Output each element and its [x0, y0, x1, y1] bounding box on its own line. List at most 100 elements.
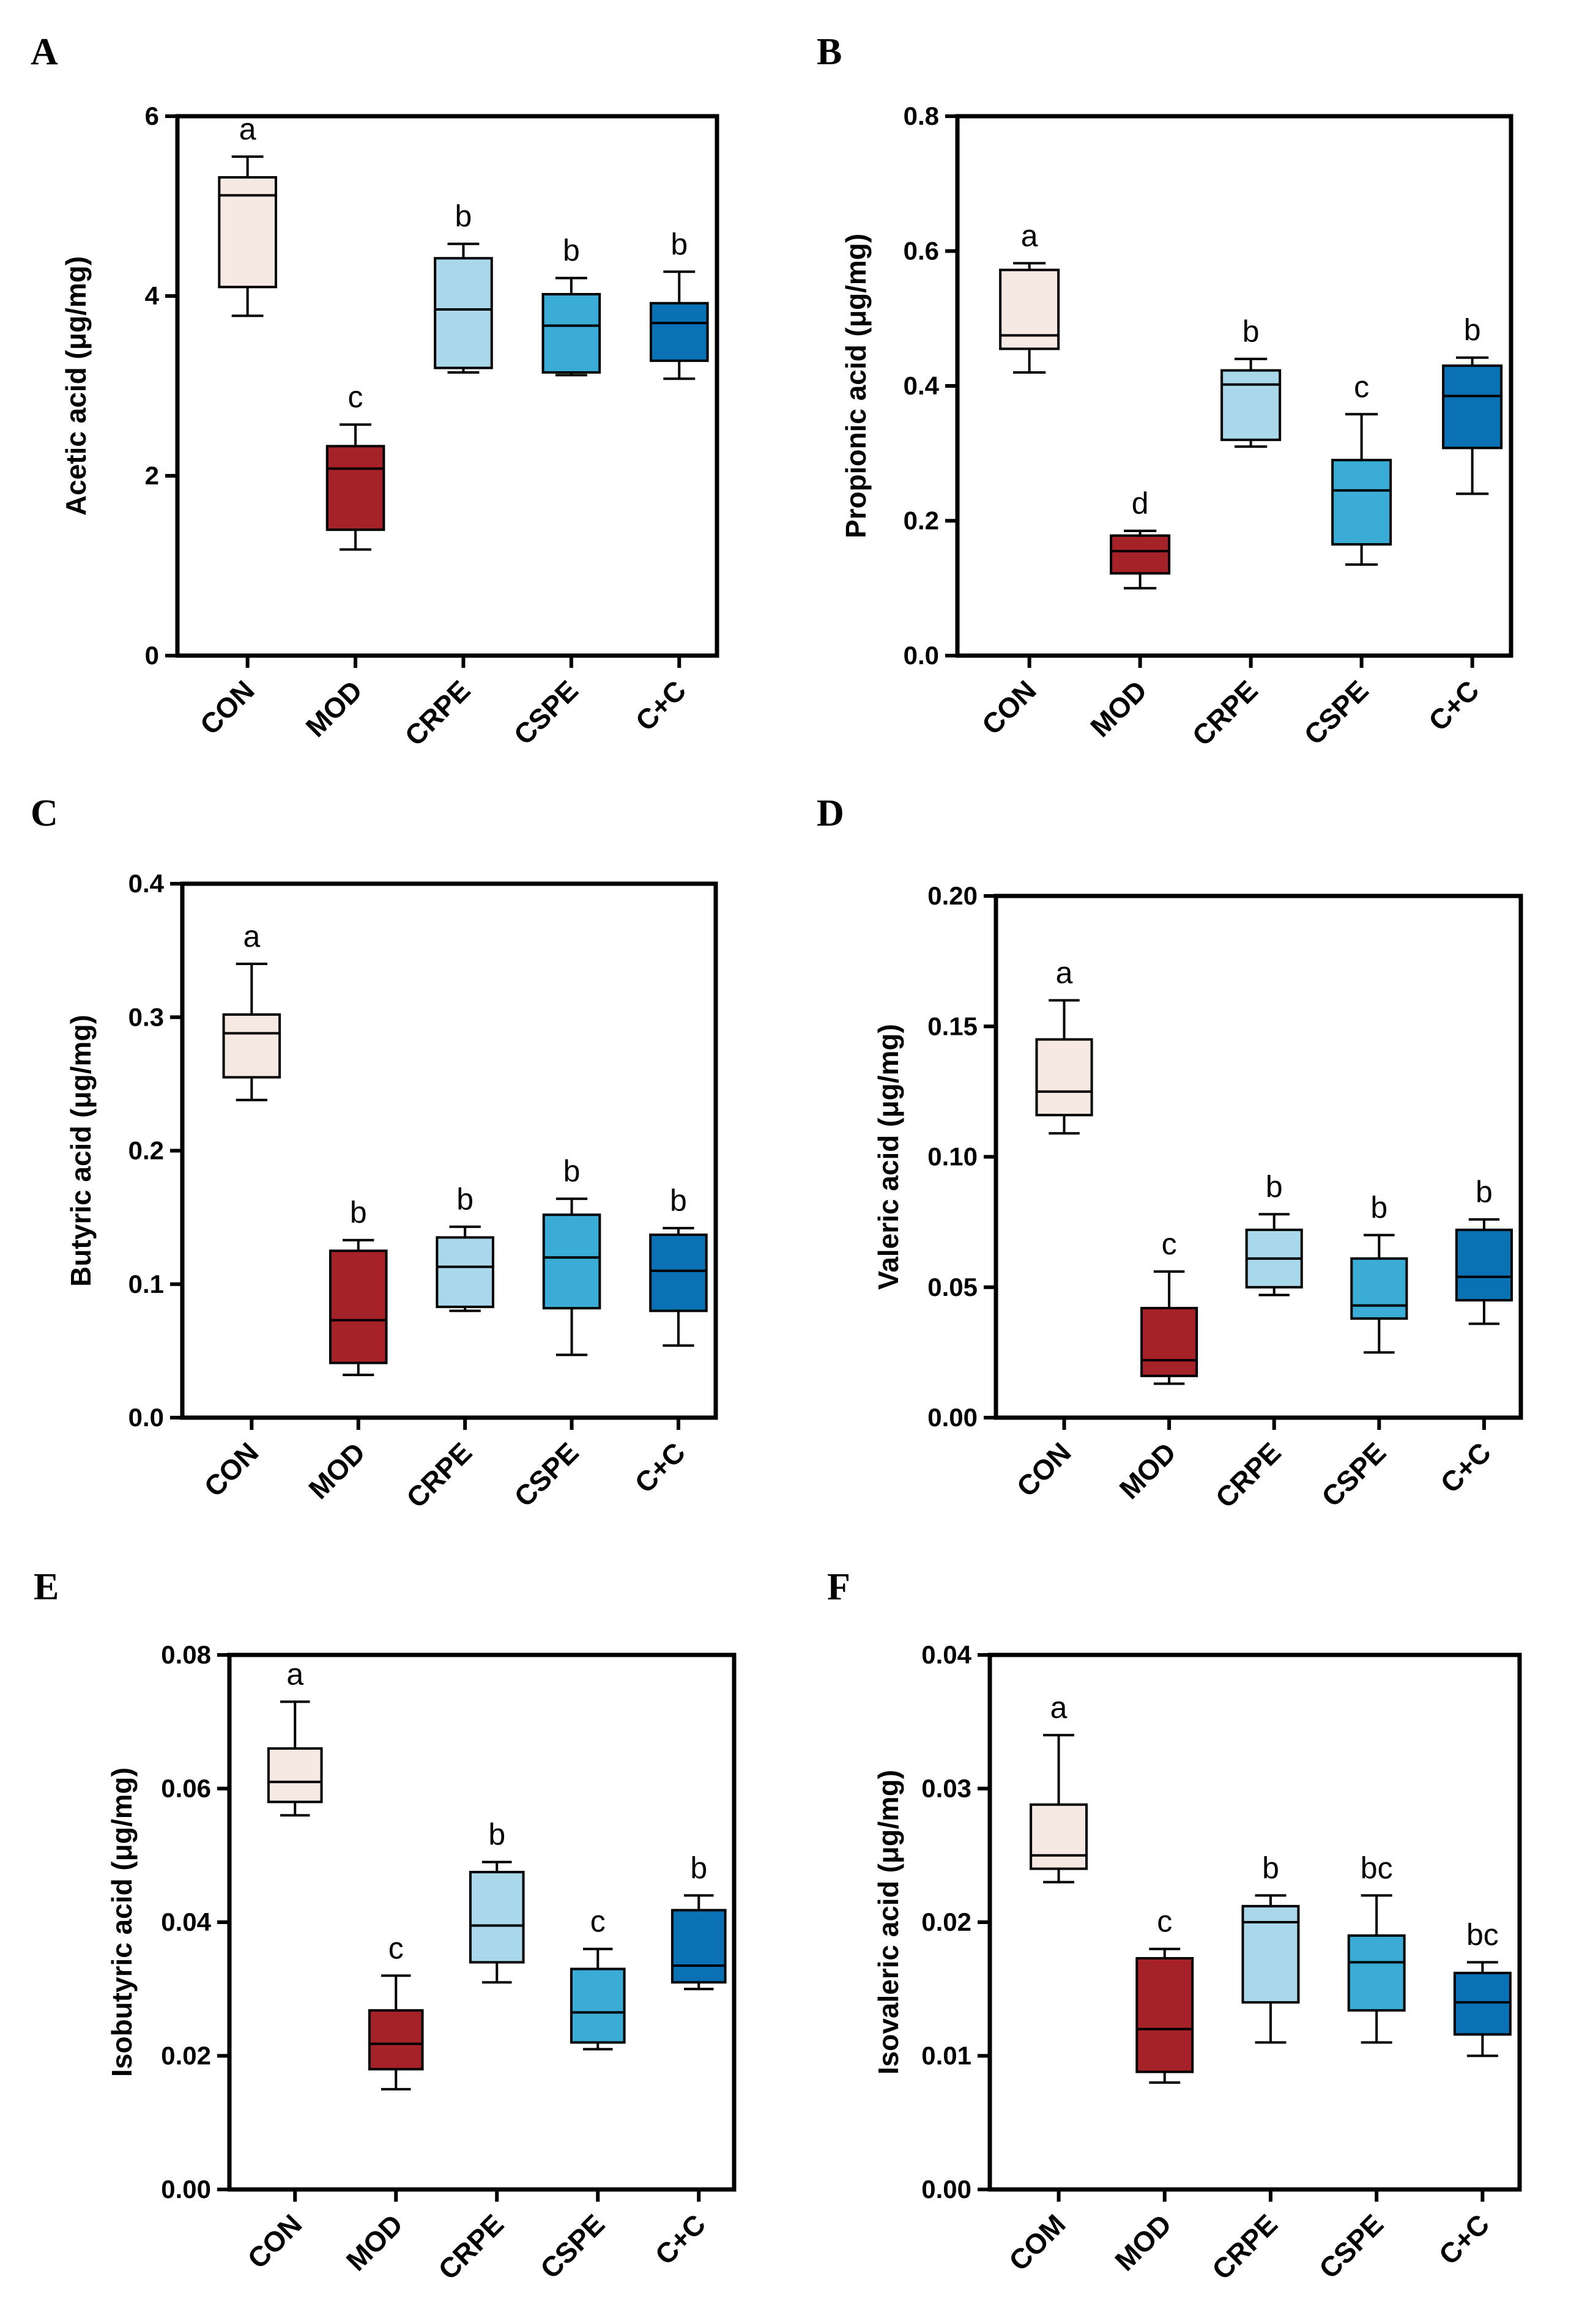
y-tick-label: 4: [145, 281, 160, 310]
y-tick-label: 0.15: [927, 1012, 978, 1040]
box-body: [368, 2009, 424, 2071]
y-tick-label: 0.02: [921, 1908, 971, 1936]
significance-label: b: [1476, 1175, 1493, 1209]
significance-label: c: [348, 380, 363, 414]
box-body: [436, 1236, 494, 1308]
y-tick-label: 0.00: [161, 2175, 211, 2204]
box-body: [434, 257, 493, 369]
box-mod: d: [1110, 486, 1171, 590]
y-tick-label: 0.00: [927, 1403, 978, 1432]
box-con: a: [999, 218, 1060, 374]
significance-label: b: [1266, 1169, 1283, 1204]
box-cplus-c: b: [649, 1183, 708, 1347]
box-cplus-c: b: [649, 227, 709, 380]
box-crpe: b: [434, 199, 493, 374]
y-tick-label: 0.2: [904, 506, 939, 535]
significance-label: b: [350, 1196, 367, 1230]
box-body: [541, 293, 601, 374]
significance-label: bc: [1466, 1918, 1499, 1952]
box-body: [218, 176, 277, 289]
box-mod: b: [329, 1196, 388, 1377]
box-con: a: [222, 919, 281, 1101]
box-body: [1035, 1038, 1093, 1117]
significance-label: a: [243, 919, 260, 953]
y-tick-label: 0.02: [161, 2041, 211, 2070]
box-crpe: b: [1220, 314, 1282, 448]
box-body: [999, 268, 1060, 350]
significance-label: c: [1354, 369, 1369, 404]
significance-label: b: [690, 1851, 707, 1885]
significance-label: b: [670, 227, 688, 261]
y-tick-label: 0.3: [128, 1002, 164, 1031]
box-body: [329, 1249, 388, 1364]
box-body: [1241, 1904, 1300, 2004]
significance-label: b: [1242, 314, 1260, 349]
box-cspe: c: [1331, 369, 1392, 566]
box-body: [1140, 1306, 1198, 1377]
y-tick-label: 0.10: [927, 1142, 978, 1171]
significance-label: b: [456, 1182, 473, 1216]
y-tick-label: 0.05: [927, 1273, 978, 1301]
y-tick-label: 0: [145, 641, 159, 670]
significance-label: b: [563, 1154, 581, 1188]
significance-label: b: [670, 1183, 687, 1218]
box-cspe: c: [570, 1904, 626, 2051]
box-body: [1110, 534, 1171, 575]
box-body: [649, 1233, 708, 1312]
box-body: [267, 1747, 323, 1804]
panel-label: D: [817, 793, 844, 834]
box-mod: c: [368, 1931, 424, 2091]
box-body: [670, 1909, 727, 1984]
box-mod: c: [325, 380, 385, 551]
box-body: [222, 1013, 281, 1079]
significance-label: bc: [1361, 1851, 1393, 1885]
y-axis-title: Isovaleric acid (μg/mg): [872, 1770, 904, 2075]
y-tick-label: 0.04: [161, 1908, 211, 1936]
box-con: a: [1030, 1690, 1088, 1884]
y-tick-label: 0.01: [921, 2041, 971, 2070]
box-cspe: b: [1350, 1190, 1408, 1354]
y-tick-label: 0.6: [904, 237, 939, 265]
y-tick-label: 0.03: [921, 1774, 971, 1803]
significance-label: d: [1132, 486, 1149, 520]
box-body: [1331, 459, 1392, 546]
panel-label: A: [31, 31, 58, 73]
significance-label: a: [1021, 218, 1038, 253]
box-crpe: b: [1245, 1169, 1303, 1297]
box-cspe: bc: [1347, 1851, 1406, 2044]
significance-label: b: [1464, 313, 1481, 347]
box-body: [1455, 1228, 1513, 1302]
box-body: [1350, 1257, 1408, 1320]
significance-label: a: [286, 1657, 303, 1691]
y-tick-label: 0.04: [921, 1640, 971, 1669]
box-body: [1030, 1803, 1088, 1870]
box-cspe: b: [542, 1154, 601, 1356]
y-tick-label: 0.20: [927, 881, 978, 910]
y-tick-label: 0.8: [904, 102, 939, 130]
y-axis-title: Butyric acid (μg/mg): [65, 1015, 97, 1287]
box-cplus-c: bc: [1453, 1918, 1512, 2057]
box-crpe: b: [436, 1182, 494, 1312]
panel-label: B: [817, 31, 842, 73]
y-tick-label: 0.0: [904, 641, 939, 670]
significance-label: c: [388, 1931, 404, 1965]
y-tick-label: 0.00: [921, 2175, 971, 2204]
box-con: a: [218, 112, 277, 317]
y-tick-label: 0.4: [128, 869, 165, 898]
y-tick-label: 6: [145, 102, 159, 130]
significance-label: c: [1162, 1227, 1177, 1261]
box-crpe: b: [1241, 1851, 1300, 2044]
box-cplus-c: b: [1442, 313, 1503, 495]
box-mod: c: [1135, 1904, 1194, 2084]
significance-label: c: [1157, 1904, 1172, 1939]
y-axis-title: Isobutyric acid (μg/mg): [106, 1767, 138, 2077]
box-body: [1347, 1934, 1406, 2012]
box-mod: c: [1140, 1227, 1198, 1385]
box-cspe: b: [541, 234, 601, 377]
significance-label: a: [239, 112, 256, 146]
box-body: [1135, 1956, 1194, 2073]
significance-label: b: [1370, 1190, 1387, 1224]
panel-label: C: [31, 793, 58, 834]
significance-label: b: [488, 1818, 505, 1852]
